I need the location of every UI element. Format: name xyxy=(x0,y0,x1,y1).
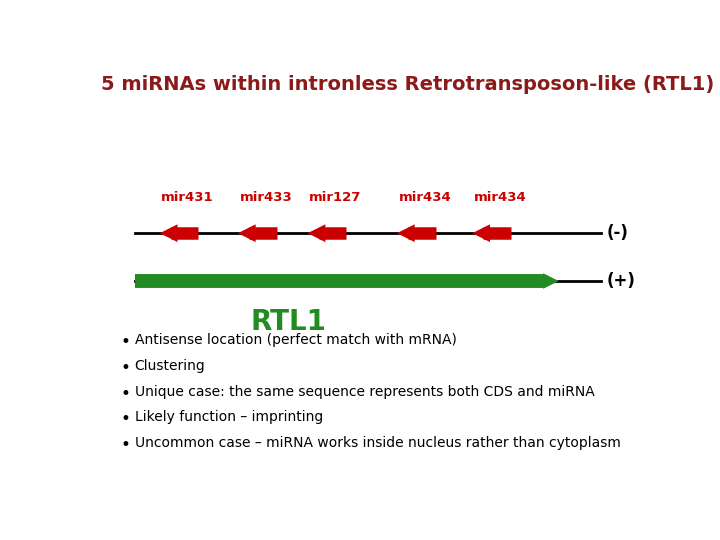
Text: (+): (+) xyxy=(606,272,635,290)
Text: •: • xyxy=(121,359,130,377)
Text: mir431: mir431 xyxy=(161,191,214,204)
Text: Uncommon case – miRNA works inside nucleus rather than cytoplasm: Uncommon case – miRNA works inside nucle… xyxy=(135,436,621,450)
Text: Antisense location (perfect match with mRNA): Antisense location (perfect match with m… xyxy=(135,333,456,347)
Text: 5 miRNAs within intronless Retrotransposon-like (RTL1) gene: 5 miRNAs within intronless Retrotranspos… xyxy=(101,75,720,94)
Text: mir433: mir433 xyxy=(239,191,292,204)
Text: •: • xyxy=(121,436,130,454)
Text: Unique case: the same sequence represents both CDS and miRNA: Unique case: the same sequence represent… xyxy=(135,384,595,399)
Text: mir434: mir434 xyxy=(474,191,526,204)
Text: RTL1: RTL1 xyxy=(250,308,326,336)
Text: •: • xyxy=(121,384,130,402)
Text: mir127: mir127 xyxy=(310,191,361,204)
Text: mir434: mir434 xyxy=(398,191,451,204)
Text: •: • xyxy=(121,333,130,351)
Text: Clustering: Clustering xyxy=(135,359,205,373)
Text: (-): (-) xyxy=(606,224,628,242)
Text: Likely function – imprinting: Likely function – imprinting xyxy=(135,410,323,424)
Text: •: • xyxy=(121,410,130,428)
